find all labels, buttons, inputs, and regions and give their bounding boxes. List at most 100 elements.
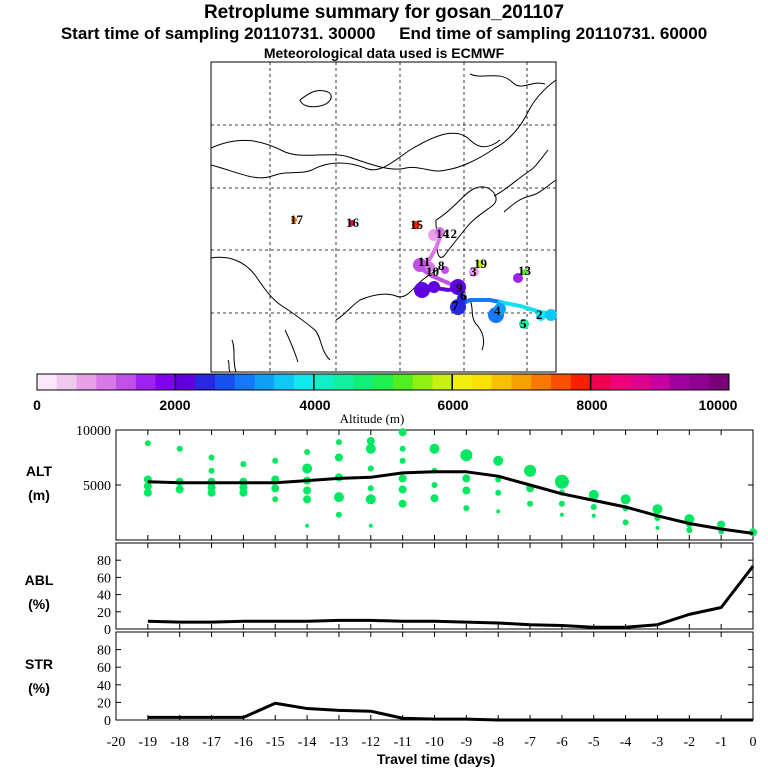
altitude-point [655,525,660,530]
altitude-point [652,504,663,515]
colorbar-tick: 0 [33,397,41,413]
altitude-point [208,454,215,461]
colorbar-swatch [452,374,473,390]
colorbar-swatch [234,374,255,390]
altitude-point [429,443,440,454]
alt-panel: 10000 5000 [76,424,757,541]
chart-title: Retroplume summary for gosan_201107 [203,2,565,23]
altitude-point [367,485,374,492]
alt-unit-label: (m) [28,487,50,503]
altitude-point [175,485,184,494]
y-tick-label: 40 [97,679,111,694]
abl-panel-label: ABL [25,572,54,588]
x-tick-label: -5 [588,735,600,750]
x-tick-label: -14 [298,735,317,750]
altitude-point [176,445,183,452]
x-tick-label: -9 [461,735,473,750]
altitude-point [398,499,407,508]
altitude-point [208,467,215,474]
altitude-point [399,445,406,452]
start-time-label: Start time of sampling 20110731. 30000 [60,24,376,43]
str-line [147,701,753,722]
altitude-point [559,512,564,517]
altitude-colorbar: 0 2000 4000 6000 8000 10000 Altitude (m) [33,373,738,426]
colorbar-swatch [116,374,137,390]
met-data-label: Meteorological data used is ECMWF [263,45,505,61]
altitude-point [495,489,502,496]
y-tick-label: 80 [97,644,111,659]
altitude-point [558,500,565,507]
colorbar-swatch [214,374,236,390]
y-tick-label: 60 [97,661,111,676]
altitude-point [554,474,569,489]
abl-line [147,565,755,629]
colorbar-swatch [175,374,196,390]
map-label: 9 [456,280,463,295]
abl-panel: 0 20 40 60 80 [97,542,755,638]
x-axis-label: Travel time (days) [377,751,495,767]
altitude-point [303,486,312,495]
colorbar-tick: 2000 [159,397,190,413]
coastlines [210,73,557,373]
colorbar-tick: 10000 [699,397,738,413]
trajectory-markers [291,217,557,329]
map-label: 19 [474,256,488,271]
map-label: 10 [426,264,439,279]
x-tick-label: -15 [266,735,285,750]
altitude-point [334,453,343,462]
colorbar-swatch [570,374,592,390]
x-tick-label: -7 [524,735,536,750]
map-label: 4 [494,303,501,318]
altitude-point [304,449,311,455]
altitude-point [366,437,375,445]
altitude-point [399,457,406,464]
abl-plot-frame [115,542,754,630]
altitude-point [333,492,344,503]
altitude-point [365,494,376,505]
altitude-point [302,463,313,474]
colorbar-swatch [669,374,690,390]
y-tick-label: 0 [104,714,111,729]
x-tick-label: -17 [202,735,221,750]
colorbar-swatch [649,374,671,390]
colorbar-swatch [610,374,631,390]
altitude-point [143,482,152,491]
x-tick-label: -20 [107,735,126,750]
colorbar-swatch [135,374,157,390]
colorbar-swatch [96,374,117,390]
map-label: 3 [470,264,477,279]
y-tick-label: 5000 [83,479,111,494]
x-tick-label: -12 [361,735,380,750]
colorbar-tick: 8000 [576,397,607,413]
colorbar-swatch [471,374,493,390]
altitude-point [272,457,279,464]
altitude-point [462,486,471,495]
trajectory-map: 17 16 15 14 12 11 19 13 10 3 8 9 7 6 4 5… [210,61,557,373]
colorbar-swatch [709,374,730,390]
y-tick-label: 10000 [76,424,111,439]
altitude-point [368,523,373,528]
colorbar-swatch [56,374,78,390]
str-panel-label: STR [25,656,53,672]
y-tick-label: 60 [97,571,111,586]
altitude-point [717,520,726,529]
altitude-point [143,488,152,497]
altitude-point [622,519,629,526]
altitude-point [305,523,310,528]
x-tick-label: -10 [425,735,444,750]
map-label: 5 [520,316,527,331]
altitude-point [496,509,501,514]
colorbar-swatch [195,374,216,390]
colorbar-swatch [689,374,710,390]
altitude-point [207,488,216,497]
altitude-point [524,464,537,477]
x-tick-label: 0 [750,735,757,750]
map-label: 14 [436,226,450,241]
altitude-point [303,495,312,504]
x-tick-label: -16 [234,735,253,750]
str-plot-frame [115,631,754,721]
colorbar-swatch [590,374,611,390]
colorbar-swatch [353,374,374,390]
